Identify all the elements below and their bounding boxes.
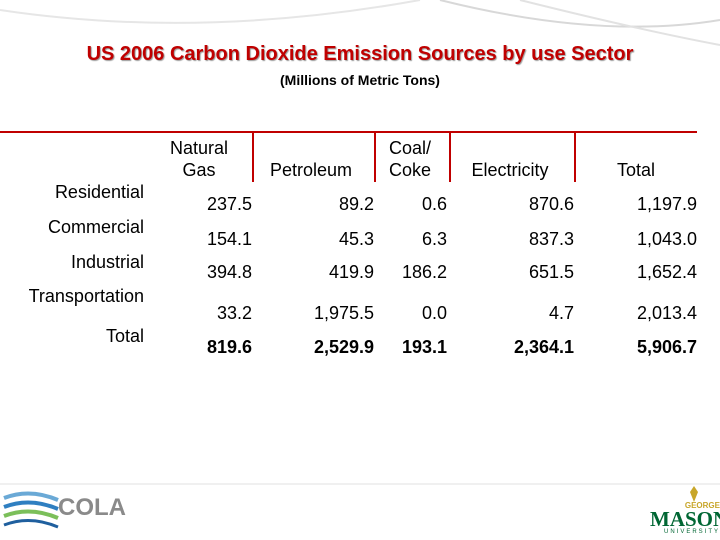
subtitle: (Millions of Metric Tons) <box>280 72 440 88</box>
cell: 237.5 <box>206 194 252 214</box>
cell: 6.3 <box>421 229 447 249</box>
cell: 2,013.4 <box>636 303 697 323</box>
cell: 870.6 <box>528 194 574 214</box>
column-header: Coal/ Coke <box>388 138 432 180</box>
row-label: Total <box>105 326 144 346</box>
cell: 837.3 <box>528 229 574 249</box>
column-header: Total <box>616 160 656 180</box>
logo-text: COLA <box>58 494 126 521</box>
cell: 5,906.7 <box>636 337 697 357</box>
cell: 1,043.0 <box>636 229 697 249</box>
column-header: Electricity <box>471 160 549 180</box>
logo-bottom: UNIVERSITY <box>663 529 720 535</box>
column-header: Natural Gas <box>169 138 229 180</box>
cell: 1,652.4 <box>636 262 697 282</box>
cell: 819.6 <box>206 337 252 357</box>
row-label: Residential <box>54 182 144 202</box>
row-label: Industrial <box>70 252 144 272</box>
cell: 0.6 <box>421 194 447 214</box>
cell: 2,529.9 <box>313 337 374 357</box>
cell: 45.3 <box>338 229 374 249</box>
cell: 1,975.5 <box>313 303 374 323</box>
cell: 2,364.1 <box>513 337 574 357</box>
cell: 89.2 <box>338 194 374 214</box>
title: US 2006 Carbon Dioxide Emission Sources … <box>86 43 634 65</box>
cell: 0.0 <box>421 303 447 323</box>
cell: 394.8 <box>206 262 252 282</box>
cell: 33.2 <box>216 303 252 323</box>
cell: 186.2 <box>401 262 447 282</box>
logo-main: MASON <box>650 507 720 531</box>
cell: 419.9 <box>328 262 374 282</box>
column-header: Petroleum <box>269 160 353 180</box>
row-label: Commercial <box>47 217 144 237</box>
cell: 651.5 <box>528 262 574 282</box>
logo-top: GEORGE <box>684 501 720 510</box>
cell: 154.1 <box>206 229 252 249</box>
cell: 1,197.9 <box>636 194 697 214</box>
cell: 4.7 <box>548 303 574 323</box>
cell: 193.1 <box>401 337 447 357</box>
row-label: Transportation <box>28 286 144 306</box>
